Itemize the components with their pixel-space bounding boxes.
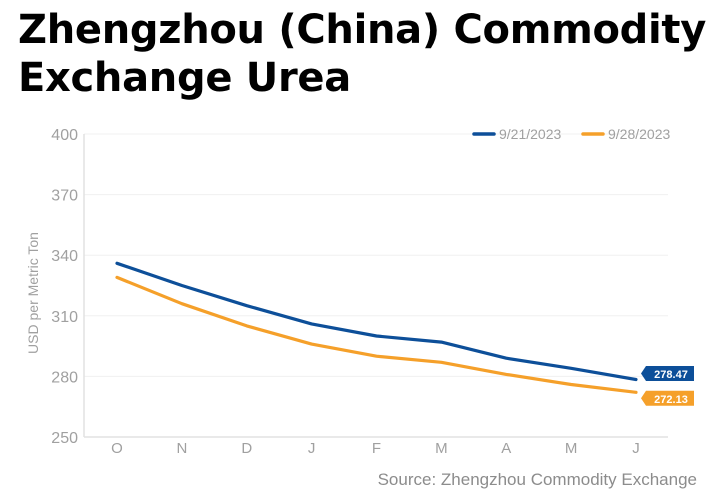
x-tick-label: M <box>435 440 448 457</box>
y-tick-label: 310 <box>51 309 78 326</box>
y-tick-labels: 250 280 310 340 370 400 <box>51 127 78 447</box>
y-tick-label: 370 <box>51 188 78 205</box>
x-tick-label: N <box>176 440 187 457</box>
end-value-label-2: 272.13 <box>654 394 688 406</box>
y-tick-label: 250 <box>51 430 78 447</box>
end-value-label-1: 278.47 <box>654 369 688 381</box>
y-tick-label: 340 <box>51 248 78 265</box>
legend-label-1: 9/21/2023 <box>499 126 561 142</box>
x-tick-label: M <box>565 440 578 457</box>
grid-lines <box>84 133 668 377</box>
y-tick-label: 280 <box>51 369 78 386</box>
legend: 9/21/2023 9/28/2023 <box>472 126 670 142</box>
x-tick-label: D <box>241 440 252 457</box>
series-line-1 <box>115 261 638 382</box>
end-label-bg-1 <box>641 365 694 381</box>
x-tick-label: F <box>372 440 381 457</box>
series-line-2 <box>115 275 638 394</box>
chart-title: Zhengzhou (China) Commodity Exchange Ure… <box>18 7 706 101</box>
x-tick-label: J <box>308 440 316 457</box>
y-tick-label: 400 <box>51 127 78 144</box>
x-tick-label: O <box>111 440 123 457</box>
end-label-bg-2 <box>641 390 694 406</box>
x-tick-label: J <box>632 440 640 457</box>
end-value-labels: 278.47 272.13 <box>641 365 694 406</box>
axes <box>83 134 668 438</box>
source-note: Source: Zhengzhou Commodity Exchange <box>377 470 697 489</box>
legend-label-2: 9/28/2023 <box>608 126 670 142</box>
y-axis-label: USD per Metric Ton <box>25 232 41 354</box>
series-lines <box>115 261 638 394</box>
x-tick-label: A <box>501 440 511 457</box>
